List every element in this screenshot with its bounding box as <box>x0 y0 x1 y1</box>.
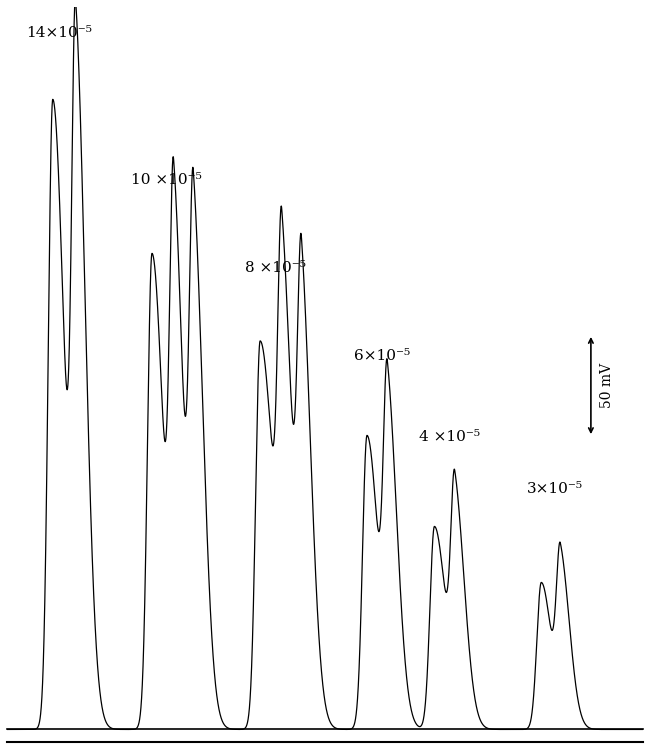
Text: 3×10⁻⁵: 3×10⁻⁵ <box>527 482 584 496</box>
Text: 50 mV: 50 mV <box>600 363 614 408</box>
Text: 10 ×10⁻⁵: 10 ×10⁻⁵ <box>131 173 202 187</box>
Text: 4 ×10⁻⁵: 4 ×10⁻⁵ <box>419 431 480 444</box>
Text: 14×10⁻⁵: 14×10⁻⁵ <box>26 26 92 40</box>
Text: 8 ×10⁻⁵: 8 ×10⁻⁵ <box>246 261 307 276</box>
Text: 6×10⁻⁵: 6×10⁻⁵ <box>354 350 410 363</box>
